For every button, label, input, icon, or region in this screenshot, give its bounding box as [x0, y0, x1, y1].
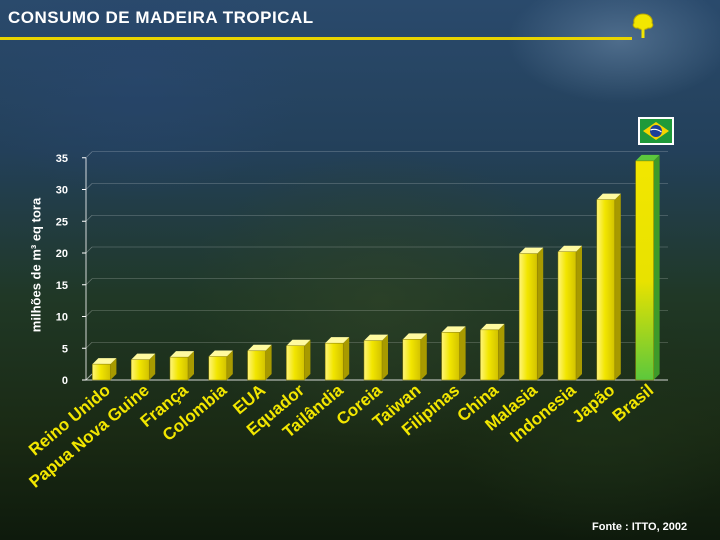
bar-side	[265, 344, 272, 380]
bar-top	[170, 351, 194, 358]
bar-top	[441, 326, 466, 333]
y-tick-label: 15	[56, 280, 68, 292]
bar-side	[653, 154, 660, 380]
page-title: CONSUMO DE MADEIRA TROPICAL	[8, 8, 314, 27]
title-underline	[0, 37, 632, 40]
bar-indon-sia	[557, 251, 577, 381]
bar-side	[498, 323, 505, 380]
bar-side	[459, 326, 466, 380]
bar-equador	[286, 345, 305, 381]
tree-icon	[632, 13, 654, 38]
bar-tail-ndia	[324, 342, 344, 381]
bar-papua-nova-guin-	[130, 359, 150, 381]
bar-eua	[247, 350, 266, 381]
bar-top	[325, 337, 350, 344]
bar-malasia	[518, 253, 538, 381]
bar-top	[558, 245, 582, 252]
bar-top	[286, 339, 311, 346]
bar-side	[110, 358, 117, 380]
bar-side	[304, 339, 311, 380]
bar-top	[131, 353, 156, 360]
gridline-depth	[85, 342, 93, 349]
y-tick-label: 35	[56, 153, 68, 165]
gridline-depth	[85, 183, 93, 190]
x-tick-label: Japão	[569, 381, 619, 427]
bar-side	[188, 351, 194, 380]
bar-top	[247, 344, 272, 351]
source-note: Fonte : ITTO, 2002	[592, 521, 688, 533]
bar-side	[382, 334, 388, 380]
bar-side	[149, 353, 156, 380]
bar-top	[208, 350, 233, 357]
bar-jap-o	[596, 199, 616, 381]
y-tick-label: 5	[62, 343, 68, 355]
bar-top	[519, 247, 544, 254]
brazil-flag-icon	[638, 117, 674, 145]
bar-reino-unido	[92, 363, 111, 381]
bar-side	[614, 193, 621, 380]
bar-coreia	[363, 340, 383, 381]
gridline-depth	[85, 151, 93, 158]
bar-fran-a	[169, 356, 189, 381]
gridline-depth	[85, 310, 93, 317]
bar-top	[480, 323, 505, 330]
bar-top	[92, 358, 117, 365]
y-tick-label: 20	[56, 248, 68, 260]
bar-china	[480, 329, 499, 381]
gridline-depth	[85, 278, 93, 285]
bar-side	[226, 350, 233, 380]
bar-colombia	[208, 356, 228, 381]
y-tick-label: 30	[56, 185, 68, 197]
bar-top	[596, 193, 621, 200]
bar-side	[576, 245, 582, 380]
axis-depth-line	[85, 373, 93, 381]
x-tick-label: Brasil	[609, 381, 657, 426]
bar-filipinas	[441, 332, 460, 381]
bar-top	[635, 154, 660, 161]
y-tick-label: 10	[56, 312, 68, 324]
bar-top	[402, 333, 427, 340]
y-tick-label: 25	[56, 216, 68, 228]
y-tick-label: 0	[62, 375, 68, 387]
bar-side	[537, 247, 544, 380]
bar-brasil	[635, 160, 654, 381]
bar-side	[420, 333, 427, 380]
gridline-depth	[85, 246, 93, 254]
gridline-depth	[85, 215, 93, 222]
bar-top	[364, 334, 388, 341]
bar-taiwan	[402, 339, 422, 381]
bar-side	[343, 337, 350, 380]
